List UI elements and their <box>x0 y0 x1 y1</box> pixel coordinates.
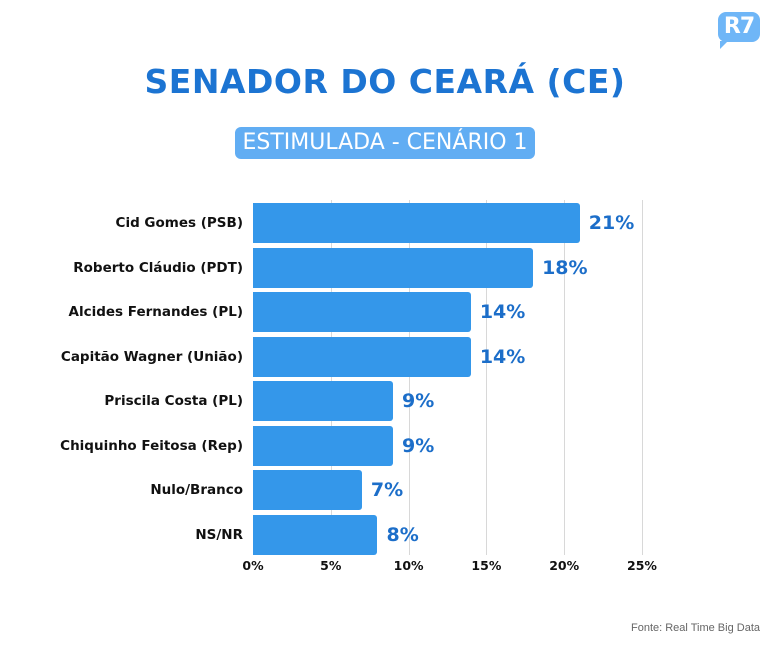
bar <box>253 425 394 466</box>
x-tick-label: 10% <box>393 558 424 573</box>
category-label: NS/NR <box>195 526 243 543</box>
x-tick-label: 5% <box>320 558 342 573</box>
bar <box>253 203 580 243</box>
category-label: Cid Gomes (PSB) <box>115 215 243 231</box>
bar-value-label: 14% <box>479 301 526 323</box>
category-label: Roberto Cláudio (PDT) <box>73 259 243 276</box>
category-label: Capitão Wagner (União) <box>60 348 243 365</box>
bar-value-label: 8% <box>386 523 419 546</box>
bar <box>253 514 378 555</box>
bar <box>253 381 394 421</box>
category-label: Alcides Fernandes (PL) <box>68 304 243 320</box>
chart-subtitle-badge: ESTIMULADA - CENÁRIO 1 <box>235 127 535 159</box>
x-tick-label: 0% <box>242 558 264 573</box>
bar-value-label: 7% <box>370 479 404 501</box>
r7-logo: R7 <box>718 12 760 49</box>
bar <box>253 336 471 377</box>
chart-title: SENADOR DO CEARÁ (CE) <box>144 62 626 101</box>
category-label: Chiquinho Feitosa (Rep) <box>60 437 243 454</box>
category-label: Nulo/Branco <box>150 482 243 498</box>
bar-value-label: 21% <box>588 212 635 234</box>
plot-area: 21% 18% 14% 14% 9% 9% 7% 8% <box>253 200 653 555</box>
bar-value-label: 14% <box>479 345 526 368</box>
x-tick-label: 25% <box>627 558 657 573</box>
bar-value-label: 9% <box>402 434 435 457</box>
x-tick-label: 20% <box>549 558 580 573</box>
gridline <box>486 200 488 555</box>
bar <box>253 292 471 332</box>
gridline <box>564 200 566 555</box>
bar <box>253 247 534 288</box>
gridline <box>330 200 332 555</box>
gridline <box>642 200 643 555</box>
source-note: Fonte: Real Time Big Data <box>630 622 760 634</box>
bar-value-label: 9% <box>402 390 435 412</box>
bar <box>253 470 362 510</box>
gridline <box>408 200 410 555</box>
x-tick-label: 15% <box>471 558 502 573</box>
bar-value-label: 18% <box>542 256 588 279</box>
category-label: Priscila Costa (PL) <box>104 393 243 409</box>
